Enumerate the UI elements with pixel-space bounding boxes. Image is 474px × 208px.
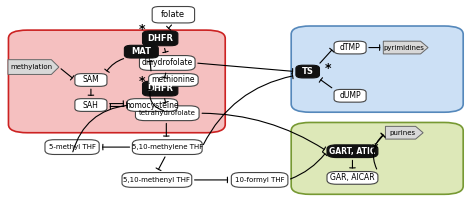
Text: tetrahydrofolate: tetrahydrofolate [139, 110, 196, 116]
Text: 5,10-methenyl THF: 5,10-methenyl THF [123, 177, 191, 183]
FancyBboxPatch shape [327, 145, 378, 158]
FancyBboxPatch shape [291, 123, 463, 194]
Text: 5-methyl THF: 5-methyl THF [48, 144, 96, 150]
FancyBboxPatch shape [334, 89, 366, 102]
Polygon shape [385, 126, 423, 139]
FancyBboxPatch shape [139, 56, 195, 70]
FancyBboxPatch shape [75, 74, 107, 86]
Text: methylation: methylation [10, 64, 53, 70]
FancyBboxPatch shape [296, 65, 319, 78]
FancyBboxPatch shape [127, 99, 178, 111]
Text: MAT: MAT [131, 47, 151, 56]
Text: dTMP: dTMP [340, 43, 360, 52]
Text: SAH: SAH [83, 100, 99, 110]
FancyBboxPatch shape [143, 81, 178, 96]
Text: *: * [371, 142, 378, 155]
FancyBboxPatch shape [143, 31, 178, 46]
Text: *: * [325, 62, 331, 75]
Text: dUMP: dUMP [339, 91, 361, 100]
FancyBboxPatch shape [9, 30, 225, 133]
Text: methionine: methionine [152, 76, 195, 84]
FancyBboxPatch shape [122, 173, 192, 187]
Text: 10-formyl THF: 10-formyl THF [235, 177, 284, 183]
Text: DHFR: DHFR [147, 34, 173, 43]
Text: purines: purines [389, 130, 416, 136]
FancyBboxPatch shape [231, 173, 288, 187]
FancyBboxPatch shape [136, 106, 199, 121]
Polygon shape [8, 60, 59, 74]
Text: DHFR: DHFR [147, 84, 173, 93]
FancyBboxPatch shape [124, 45, 158, 58]
Text: SAM: SAM [82, 76, 99, 84]
Text: *: * [138, 75, 145, 88]
Text: TS: TS [302, 67, 314, 76]
FancyBboxPatch shape [152, 6, 195, 23]
FancyBboxPatch shape [132, 140, 202, 155]
FancyBboxPatch shape [327, 172, 378, 184]
Text: pyrimidines: pyrimidines [383, 45, 424, 51]
FancyBboxPatch shape [149, 74, 198, 86]
Polygon shape [383, 41, 428, 54]
Text: homocysteine: homocysteine [125, 100, 179, 110]
Text: folate: folate [161, 10, 185, 19]
FancyBboxPatch shape [45, 140, 99, 155]
Text: GART, ATIC: GART, ATIC [329, 147, 376, 156]
FancyBboxPatch shape [291, 26, 463, 112]
Text: *: * [138, 23, 145, 36]
Text: GAR, AICAR: GAR, AICAR [330, 173, 375, 182]
Text: dihydrofolate: dihydrofolate [142, 58, 193, 67]
FancyBboxPatch shape [334, 41, 366, 54]
FancyBboxPatch shape [75, 99, 107, 111]
Text: 5,10-methylene THF: 5,10-methylene THF [132, 144, 203, 150]
